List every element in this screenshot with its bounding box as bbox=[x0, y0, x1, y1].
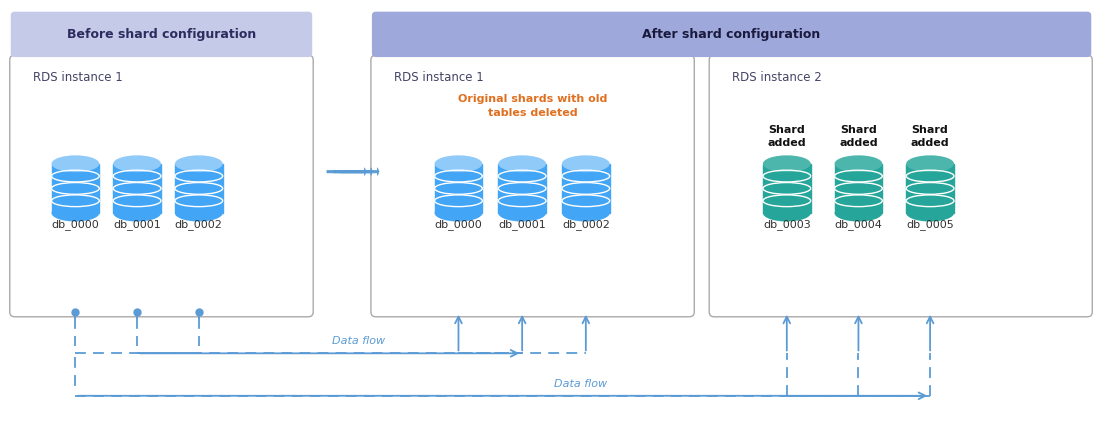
Bar bbox=[114, 164, 161, 213]
Text: Original shards with old
tables deleted: Original shards with old tables deleted bbox=[458, 94, 608, 118]
Ellipse shape bbox=[435, 155, 482, 172]
Ellipse shape bbox=[114, 205, 161, 222]
Bar bbox=[906, 164, 954, 213]
Ellipse shape bbox=[835, 205, 882, 222]
Ellipse shape bbox=[562, 155, 609, 172]
FancyBboxPatch shape bbox=[709, 55, 1092, 317]
Bar bbox=[562, 164, 609, 213]
Text: Before shard configuration: Before shard configuration bbox=[67, 28, 256, 41]
Ellipse shape bbox=[52, 155, 99, 172]
Text: db_0002: db_0002 bbox=[174, 219, 223, 230]
FancyBboxPatch shape bbox=[11, 12, 312, 57]
Text: db_0002: db_0002 bbox=[562, 219, 609, 230]
Bar bbox=[435, 164, 482, 213]
Text: Shard
added: Shard added bbox=[839, 125, 878, 148]
Bar bbox=[498, 164, 546, 213]
Ellipse shape bbox=[174, 205, 223, 222]
Text: db_0000: db_0000 bbox=[435, 219, 482, 230]
Ellipse shape bbox=[435, 205, 482, 222]
Bar bbox=[763, 164, 810, 213]
Text: RDS instance 2: RDS instance 2 bbox=[732, 71, 821, 84]
Text: Data flow: Data flow bbox=[332, 336, 385, 346]
Ellipse shape bbox=[763, 205, 810, 222]
Text: Shard
added: Shard added bbox=[767, 125, 806, 148]
Ellipse shape bbox=[562, 205, 609, 222]
Ellipse shape bbox=[906, 205, 954, 222]
Text: db_0004: db_0004 bbox=[835, 219, 882, 230]
Text: After shard configuration: After shard configuration bbox=[643, 28, 820, 41]
FancyBboxPatch shape bbox=[371, 55, 694, 317]
FancyBboxPatch shape bbox=[372, 12, 1091, 57]
Bar bbox=[174, 164, 223, 213]
Ellipse shape bbox=[174, 155, 223, 172]
Text: db_0001: db_0001 bbox=[114, 219, 161, 230]
Bar bbox=[835, 164, 882, 213]
Ellipse shape bbox=[498, 205, 546, 222]
Text: Shard
added: Shard added bbox=[911, 125, 949, 148]
Text: db_0000: db_0000 bbox=[52, 219, 99, 230]
Ellipse shape bbox=[763, 155, 810, 172]
Text: RDS instance 1: RDS instance 1 bbox=[33, 71, 123, 84]
Ellipse shape bbox=[835, 155, 882, 172]
Ellipse shape bbox=[498, 155, 546, 172]
Text: db_0003: db_0003 bbox=[763, 219, 810, 230]
Ellipse shape bbox=[906, 155, 954, 172]
Text: db_0005: db_0005 bbox=[906, 219, 954, 230]
Ellipse shape bbox=[52, 205, 99, 222]
Bar bbox=[52, 164, 99, 213]
Text: db_0001: db_0001 bbox=[498, 219, 546, 230]
FancyBboxPatch shape bbox=[10, 55, 314, 317]
Text: RDS instance 1: RDS instance 1 bbox=[394, 71, 484, 84]
Ellipse shape bbox=[114, 155, 161, 172]
Text: Data flow: Data flow bbox=[554, 379, 607, 389]
